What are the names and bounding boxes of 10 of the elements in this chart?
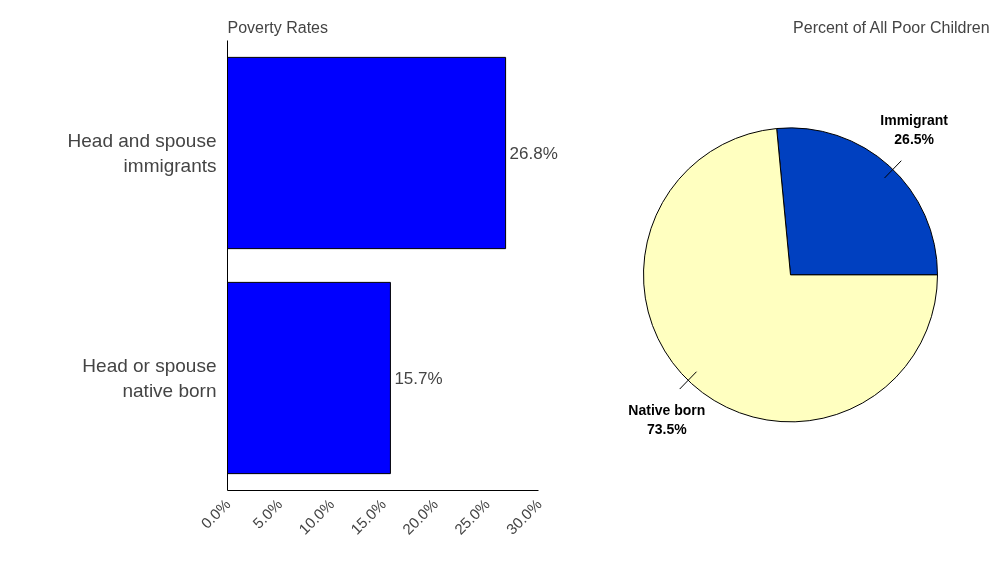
data-label: 73.5% (646, 421, 688, 438)
chart-title: Poverty Rates (227, 18, 328, 36)
slice-label: Native born (628, 402, 706, 419)
data-label: 26.8% (509, 143, 558, 163)
data-label: 26.5% (894, 131, 935, 148)
y-tick-label: Head or spouse native born (82, 354, 217, 402)
slice-label: Immigrant (880, 112, 949, 129)
data-label: 15.7% (394, 368, 443, 388)
chart-title: Percent of All Poor Children (793, 18, 990, 36)
y-tick-label: Head and spouse immigrants (67, 129, 217, 177)
